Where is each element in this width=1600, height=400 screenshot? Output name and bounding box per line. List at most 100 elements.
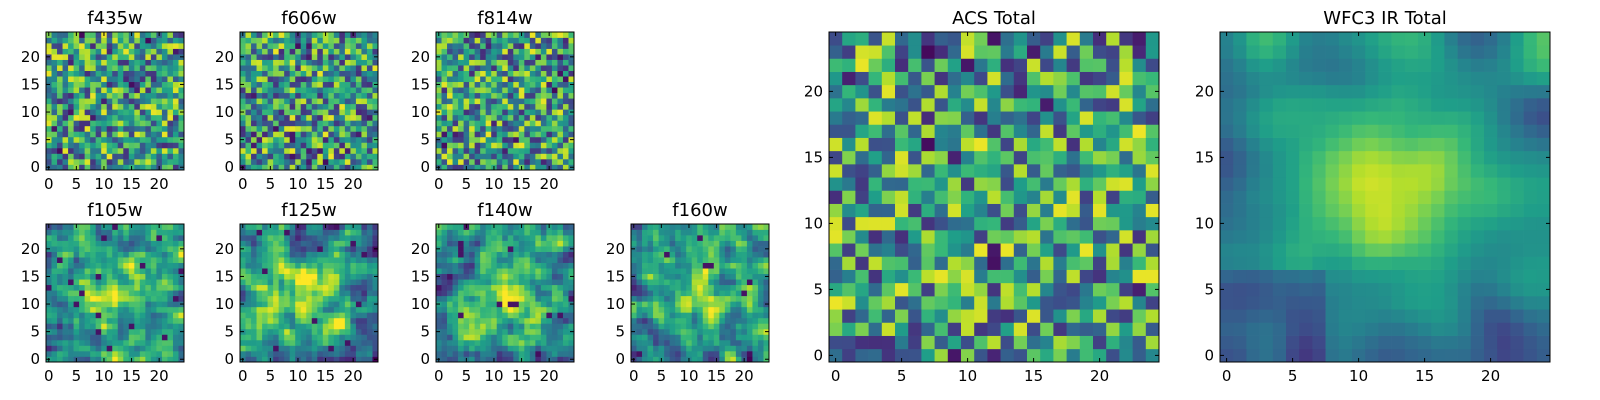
heatmap-cell (562, 103, 569, 110)
heatmap-cell (167, 136, 174, 143)
heatmap-cell (128, 273, 135, 280)
heatmap-cell (518, 323, 525, 330)
heatmap-cell (150, 306, 157, 313)
heatmap-cell (167, 153, 174, 160)
heatmap-cell (441, 114, 448, 121)
heatmap-cell (752, 290, 759, 297)
heatmap-cell (1053, 164, 1067, 178)
heatmap-cell (278, 32, 285, 38)
heatmap-cell (974, 282, 988, 297)
heatmap-cell (256, 262, 263, 269)
heatmap-cell (746, 295, 753, 302)
heatmap-cell (366, 120, 373, 127)
heatmap-cell (366, 268, 373, 275)
heatmap-cell (90, 339, 97, 346)
heatmap-cell (123, 43, 130, 49)
y-tick-label: 15 (606, 267, 625, 285)
x-tick-label: 5 (266, 367, 276, 385)
heatmap-cell (735, 251, 742, 258)
heatmap-cell (79, 98, 85, 105)
heatmap-cell (317, 224, 324, 230)
heatmap-cell (339, 295, 346, 302)
heatmap-cell (51, 142, 58, 149)
heatmap-cell (741, 345, 748, 352)
heatmap-cell (284, 262, 291, 269)
heatmap-cell (507, 251, 514, 258)
heatmap-cell (463, 158, 470, 165)
heatmap-cell (474, 279, 481, 286)
heatmap-cell (62, 262, 69, 269)
heatmap-cell (311, 131, 318, 138)
heatmap-cell (452, 81, 459, 88)
heatmap-cell (647, 301, 654, 308)
heatmap-cell (868, 164, 883, 178)
heatmap-cell (730, 306, 737, 313)
heatmap-cell (134, 70, 141, 77)
heatmap-cell (647, 312, 654, 319)
heatmap-cell (267, 109, 274, 116)
heatmap-cell (485, 240, 492, 247)
heatmap-cell (713, 279, 720, 286)
heatmap-cell (161, 120, 168, 127)
heatmap-cell (84, 153, 91, 160)
heatmap-cell (84, 37, 91, 44)
x-tick-label: 10 (484, 175, 503, 193)
heatmap-cell (284, 268, 291, 275)
heatmap-cell (273, 120, 279, 127)
x-tick-label: 0 (44, 367, 54, 385)
heatmap-cell (350, 301, 357, 308)
heatmap-cell (631, 350, 637, 357)
heatmap-cell (855, 243, 869, 257)
heatmap-cell (306, 158, 313, 165)
heatmap-cell (79, 70, 85, 77)
heatmap-cell (306, 257, 313, 263)
heatmap-cell (752, 306, 759, 313)
heatmap-cell (51, 48, 58, 55)
heatmap-cell (551, 87, 558, 94)
heatmap-cell (496, 279, 503, 286)
heatmap-cell (507, 257, 514, 263)
heatmap-cell (361, 345, 368, 352)
heatmap-cell (653, 301, 659, 308)
heatmap-cell (178, 235, 185, 241)
heatmap-cell (322, 312, 329, 319)
heatmap-cell (161, 87, 168, 94)
heatmap-cell (317, 65, 324, 71)
heatmap-cell (647, 235, 654, 241)
heatmap-cell (757, 235, 764, 241)
heatmap-cell (480, 268, 487, 275)
heatmap-cell (84, 240, 91, 247)
heatmap-cell (84, 48, 91, 55)
heatmap-cell (68, 224, 74, 230)
heatmap-cell (642, 323, 648, 330)
heatmap-cell (95, 87, 102, 94)
heatmap-cell (708, 240, 715, 247)
heatmap-cell (79, 350, 85, 357)
heatmap-cell (642, 273, 648, 280)
heatmap-cell (921, 269, 935, 284)
heatmap-cell (1145, 309, 1160, 323)
heatmap-cell (134, 246, 141, 252)
heatmap-cell (485, 235, 492, 241)
heatmap-cell (441, 76, 448, 83)
heatmap-cell (895, 256, 909, 270)
heatmap-cell (106, 301, 113, 308)
heatmap-cell (172, 235, 179, 241)
heatmap-cell (366, 279, 373, 286)
heatmap-cell (300, 279, 307, 286)
heatmap-cell (240, 284, 246, 291)
heatmap-cell (741, 235, 748, 241)
heatmap-cell (245, 224, 252, 230)
heatmap-cell (697, 257, 704, 263)
heatmap-cell (167, 229, 174, 236)
heatmap-cell (328, 224, 335, 230)
heatmap-cell (134, 240, 141, 247)
heatmap-cell (267, 114, 274, 121)
heatmap-cell (328, 164, 335, 171)
heatmap-cell (551, 273, 558, 280)
heatmap-cell (317, 147, 324, 154)
heatmap-cell (480, 92, 487, 99)
heatmap-cell (529, 59, 536, 66)
heatmap-cell (1106, 309, 1120, 323)
heatmap-cell (680, 246, 687, 252)
